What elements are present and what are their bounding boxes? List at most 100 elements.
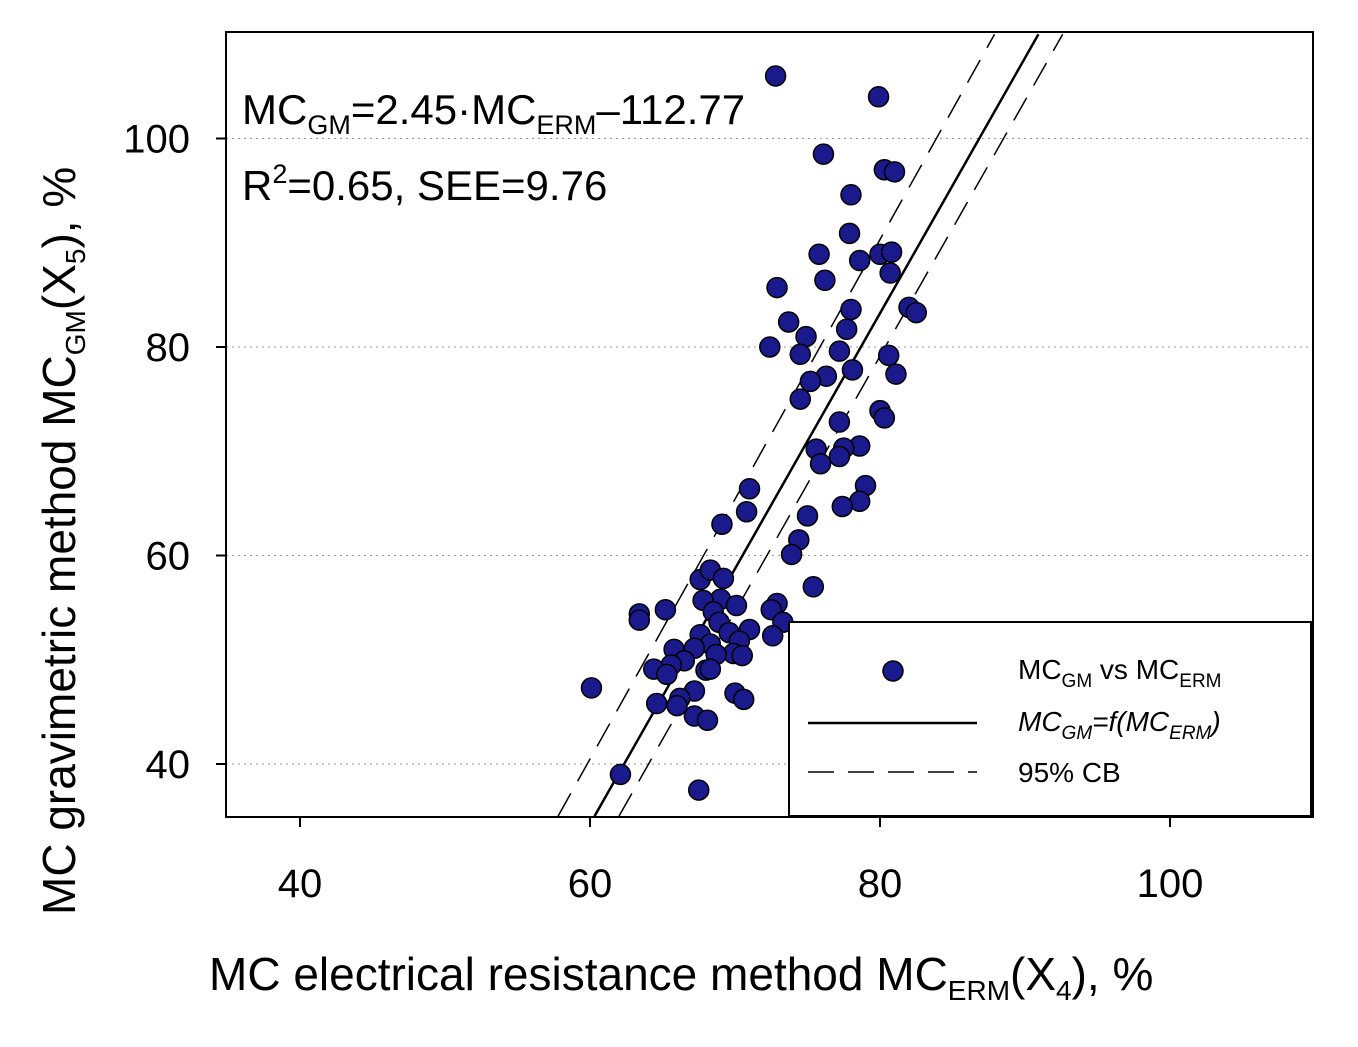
legend: MCGM vs MCERM MCGM=f(MCERM) 95% CB (788, 621, 1312, 817)
data-point (688, 779, 710, 801)
y-tick-label: 100 (123, 118, 190, 162)
x-tick-label: 100 (1137, 862, 1204, 906)
data-point (738, 478, 761, 500)
data-point (808, 243, 830, 265)
data-point (883, 161, 906, 183)
y-title-paren-sub: 5 (60, 249, 91, 265)
legend-scatter-a-sub: GM (1062, 671, 1093, 692)
data-point (656, 663, 678, 686)
equation-line: MCGM=2.45·MCERM–112.77 (242, 86, 745, 140)
x-tick-label: 40 (278, 862, 323, 906)
data-point (828, 445, 851, 468)
data-point (885, 363, 907, 385)
data-point (828, 411, 851, 433)
y-tick-label: 60 (146, 535, 191, 579)
data-point (761, 625, 784, 647)
data-point (840, 184, 862, 206)
equation-term-c: –112.77 (596, 86, 745, 133)
data-point (711, 513, 733, 535)
y-axis-title: MC gravimetric method MCGM(X5), % (33, 167, 91, 915)
data-point (848, 249, 871, 272)
equation-term-a: MC (242, 86, 307, 133)
statistics-values: =0.65, SEE=9.76 (287, 162, 607, 209)
x-title-sub: ERM (948, 975, 1010, 1006)
data-point (879, 262, 901, 284)
data-point (764, 65, 787, 87)
confidence-band-upper (557, 33, 996, 817)
regression-line (593, 33, 1040, 817)
data-point (696, 709, 719, 731)
y-tick-label: 40 (146, 743, 191, 787)
x-tick-label: 60 (568, 862, 613, 906)
equation-term-b: =2.45·MC (351, 86, 537, 133)
data-point (789, 343, 811, 366)
data-point (835, 318, 858, 341)
data-point (812, 143, 835, 165)
data-point (628, 609, 651, 631)
gridlines (226, 138, 1313, 765)
data-point (789, 388, 811, 410)
regression-fit (593, 33, 1040, 817)
data-point (699, 658, 722, 680)
y-title-main: MC gravimetric method MC (33, 355, 85, 915)
data-point (877, 344, 900, 367)
data-point (841, 359, 864, 381)
legend-label-scatter: MCGM vs MCERM (1018, 654, 1222, 692)
x-title-paren-sub: 4 (1056, 975, 1072, 1006)
r-squared-symbol: R (242, 162, 272, 209)
data-point (645, 692, 668, 715)
data-point (880, 241, 903, 263)
legend-fit-a: MC (1018, 706, 1062, 737)
data-point (759, 336, 781, 358)
data-point (840, 298, 862, 321)
y-tick-label: 80 (146, 326, 191, 370)
data-point (735, 500, 758, 523)
data-point (795, 325, 817, 348)
legend-box (788, 621, 1312, 817)
data-point (831, 495, 854, 518)
legend-fit-c: ) (1208, 706, 1220, 737)
data-point (802, 576, 825, 598)
data-point (654, 598, 677, 621)
legend-fit-a-sub: GM (1062, 723, 1093, 744)
data-point (809, 453, 832, 475)
r-squared-sup: 2 (272, 159, 287, 189)
legend-scatter-b: vs MC (1092, 654, 1179, 685)
y-title-paren: (X (33, 264, 85, 310)
legend-label-band: 95% CB (1018, 757, 1121, 788)
x-title-paren: (X (1010, 948, 1056, 1000)
data-point (905, 301, 927, 324)
y-title-sub: GM (60, 310, 91, 355)
data-point (712, 567, 735, 590)
y-title-suffix: ), % (33, 167, 85, 249)
data-point (799, 370, 822, 393)
x-title-suffix: ), % (1072, 948, 1154, 1000)
data-point (766, 276, 788, 299)
data-point (796, 505, 819, 527)
legend-label-fit: MCGM=f(MCERM) (1018, 706, 1221, 744)
y-axis-ticks: 40 60 80 100 (123, 118, 226, 787)
data-point (777, 311, 800, 333)
data-point (838, 222, 861, 245)
data-point (732, 688, 755, 711)
x-title-main: MC electrical resistance method MC (209, 948, 948, 1000)
x-axis-ticks: 40 60 80 100 (278, 817, 1204, 906)
legend-scatter-a: MC (1018, 654, 1062, 685)
data-points (580, 65, 927, 801)
data-point (828, 340, 851, 362)
x-axis-title: MC electrical resistance method MCERM(X4… (209, 948, 1153, 1006)
data-point (609, 763, 632, 786)
equation-annotation: MCGM=2.45·MCERM–112.77 R2=0.65, SEE=9.76 (242, 86, 745, 209)
statistics-line: R2=0.65, SEE=9.76 (242, 159, 607, 209)
plot-frame (225, 31, 1314, 818)
legend-fit-b-sub: ERM (1169, 723, 1211, 744)
data-point (725, 594, 748, 617)
x-tick-label: 80 (858, 862, 903, 906)
equation-term-a-sub: GM (307, 110, 351, 140)
data-point (666, 694, 688, 717)
data-point (814, 269, 836, 292)
legend-marker-symbol (882, 660, 904, 682)
data-point (873, 407, 896, 429)
data-point (731, 644, 753, 667)
